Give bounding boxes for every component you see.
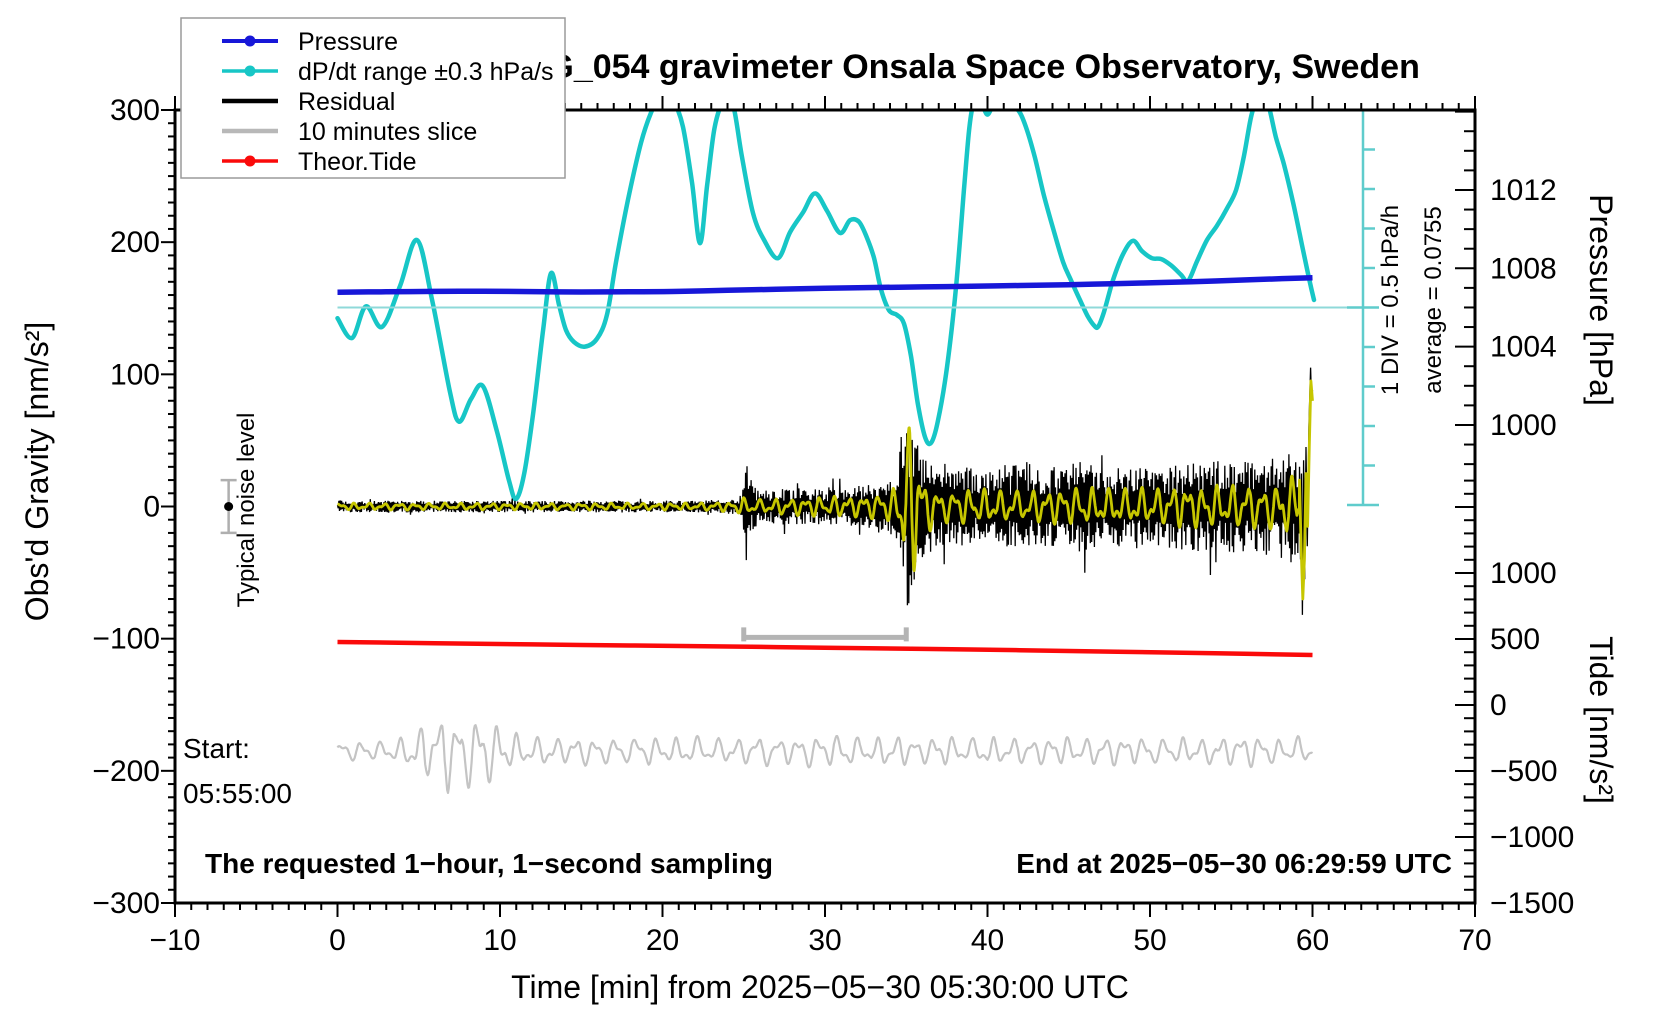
end-time-note: End at 2025−05−30 06:29:59 UTC (1016, 848, 1452, 879)
legend-item: Residual (222, 88, 395, 116)
x-tick-label: −10 (150, 924, 201, 957)
gravity-tick-label: 300 (110, 94, 160, 127)
start-time-label: 05:55:00 (183, 778, 292, 809)
legend-sample-dot (244, 155, 256, 167)
legend-label: dP/dt range ±0.3 hPa/s (298, 58, 554, 86)
tide-tick-label: −1500 (1490, 887, 1574, 920)
x-tick-label: 10 (483, 924, 516, 957)
x-axis-label: Time [min] from 2025−05−30 05:30:00 UTC (511, 969, 1129, 1005)
tide-tick-label: 0 (1490, 689, 1507, 722)
legend-item: Theor.Tide (222, 148, 417, 176)
gravity-tick-label: −100 (92, 623, 160, 656)
slice-bracket (741, 627, 909, 642)
legend-sample-dot (244, 65, 256, 77)
legend-item: 10 minutes slice (222, 118, 477, 146)
gravity-tick-label: 200 (110, 226, 160, 259)
x-tick-label: 0 (329, 924, 346, 957)
tide-tick-label: 500 (1490, 623, 1540, 656)
sampling-note: The requested 1−hour, 1−second sampling (205, 848, 773, 879)
gravity-tick-label: −200 (92, 755, 160, 788)
gravity-tick-label: 100 (110, 358, 160, 391)
pressure-tick-label: 1004 (1490, 331, 1557, 364)
x-tick-label: 40 (971, 924, 1004, 957)
start-label: Start: (183, 733, 250, 764)
x-tick-label: 20 (646, 924, 679, 957)
x-tick-label: 70 (1458, 924, 1491, 957)
pressure-tick-label: 1000 (1490, 409, 1557, 442)
legend-box (180, 17, 566, 179)
chart-title: SCG_054 gravimeter Onsala Space Observat… (500, 48, 1420, 86)
legend-item: dP/dt range ±0.3 hPa/s (222, 58, 554, 86)
legend-label: Theor.Tide (298, 148, 417, 176)
legend-label: Pressure (298, 28, 398, 56)
tide-tick-label: −1000 (1490, 821, 1574, 854)
legend-label: 10 minutes slice (298, 118, 477, 146)
legend-sample-dot (244, 35, 256, 47)
x-tick-label: 30 (808, 924, 841, 957)
tide-tick-label: 1000 (1490, 557, 1557, 590)
residual-filtered-curve (336, 379, 1314, 601)
pressure-tick-label: 1012 (1490, 174, 1557, 207)
residual-curve (336, 367, 1314, 615)
y-axis-label-gravity: Obs'd Gravity [nm/s²] (19, 322, 55, 622)
pressure-curve (337, 274, 1313, 295)
legend-label: Residual (298, 88, 395, 116)
y-axis-label-tide: Tide [nm/s²] (1583, 636, 1619, 804)
y-axis-label-pressure: Pressure [hPa] (1583, 194, 1619, 406)
gravity-tick-label: −300 (92, 887, 160, 920)
noise-dot (224, 502, 234, 511)
tide-tick-label: −500 (1490, 755, 1558, 788)
average-label: average = 0.0755 (1420, 206, 1447, 394)
x-tick-label: 50 (1133, 924, 1166, 957)
noise-level-label: Typical noise level (233, 413, 260, 608)
x-tick-label: 60 (1296, 924, 1329, 957)
pressure-tick-label: 1008 (1490, 252, 1557, 285)
plot-area (335, 110, 1317, 794)
axis-ticks (161, 96, 1476, 917)
slice-waveform (336, 724, 1314, 794)
dpdt-scalebar (1347, 110, 1379, 507)
legend-item: Pressure (222, 28, 398, 56)
gravity-tick-label: 0 (143, 491, 160, 524)
tide-curve (337, 639, 1313, 658)
div-scale-label: 1 DIV = 0.5 hPa/h (1377, 205, 1404, 395)
